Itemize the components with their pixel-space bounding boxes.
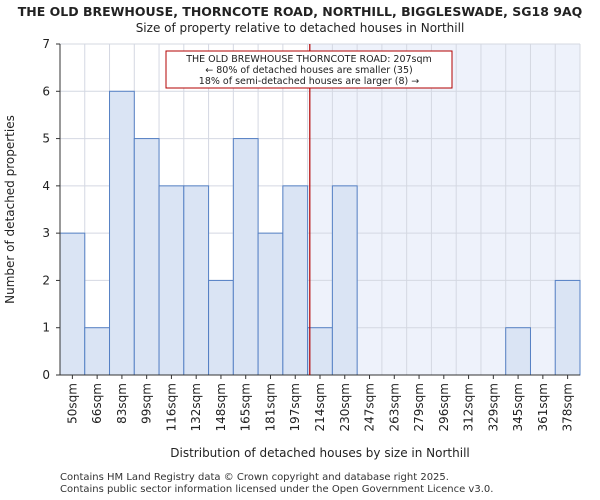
x-tick-label: 83sqm [115, 383, 129, 424]
x-tick-label: 378sqm [561, 383, 575, 431]
y-tick-label: 1 [42, 321, 50, 335]
footer-licence: Contains public sector information licen… [60, 484, 494, 495]
bar-132sqm [183, 185, 210, 376]
bar-181sqm [257, 232, 284, 376]
x-axis-title: Distribution of detached houses by size … [170, 446, 469, 460]
footer-copyright: Contains HM Land Registry data © Crown c… [60, 472, 449, 483]
x-tick-label: 361sqm [536, 383, 550, 431]
annotation-line3: 18% of semi-detached houses are larger (… [199, 76, 419, 87]
y-tick-label: 7 [42, 37, 50, 51]
x-tick-label: 214sqm [313, 383, 327, 431]
x-tick-label: 50sqm [65, 383, 79, 424]
x-tick-label: 230sqm [338, 383, 352, 431]
bar-197sqm [282, 185, 309, 376]
x-tick-label: 296sqm [437, 383, 451, 431]
chart-title: THE OLD BREWHOUSE, THORNCOTE ROAD, NORTH… [17, 4, 583, 19]
bar-83sqm [109, 90, 135, 376]
chart-subtitle: Size of property relative to detached ho… [135, 21, 465, 35]
bar-165sqm [232, 138, 259, 376]
bar-214sqm [307, 327, 333, 376]
y-tick-label: 6 [42, 84, 50, 98]
y-tick-label: 4 [42, 179, 50, 193]
annotation-line1: THE OLD BREWHOUSE THORNCOTE ROAD: 207sqm [185, 54, 432, 65]
x-tick-label: 263sqm [387, 383, 401, 431]
x-tick-label: 345sqm [511, 383, 525, 431]
bar-99sqm [133, 138, 160, 376]
x-tick-label: 247sqm [363, 383, 377, 431]
y-tick-label: 0 [42, 368, 50, 382]
x-tick-label: 148sqm [214, 383, 228, 431]
bar-378sqm [554, 279, 581, 376]
x-tick-label: 312sqm [462, 383, 476, 431]
x-tick-label: 181sqm [263, 383, 277, 431]
x-tick-label: 279sqm [412, 383, 426, 431]
x-tick-label: 197sqm [288, 383, 302, 431]
x-tick-label: 132sqm [189, 383, 203, 431]
y-tick-label: 3 [42, 226, 50, 240]
bar-230sqm [331, 185, 358, 376]
x-tick-label: 66sqm [90, 383, 104, 424]
bar-116sqm [158, 185, 185, 376]
bar-148sqm [208, 279, 234, 376]
annotation-line2: ← 80% of detached houses are smaller (35… [205, 65, 412, 76]
bar-345sqm [505, 327, 531, 376]
x-tick-label: 165sqm [239, 383, 253, 431]
bar-50sqm [59, 232, 86, 376]
x-tick-label: 329sqm [486, 383, 500, 431]
y-tick-label: 5 [42, 132, 50, 146]
x-tick-label: 116sqm [164, 383, 178, 431]
y-tick-label: 2 [42, 273, 50, 287]
annotation-box [165, 50, 453, 89]
y-axis-title: Number of detached properties [3, 115, 17, 304]
bar-66sqm [84, 327, 111, 376]
x-tick-label: 99sqm [140, 383, 154, 424]
